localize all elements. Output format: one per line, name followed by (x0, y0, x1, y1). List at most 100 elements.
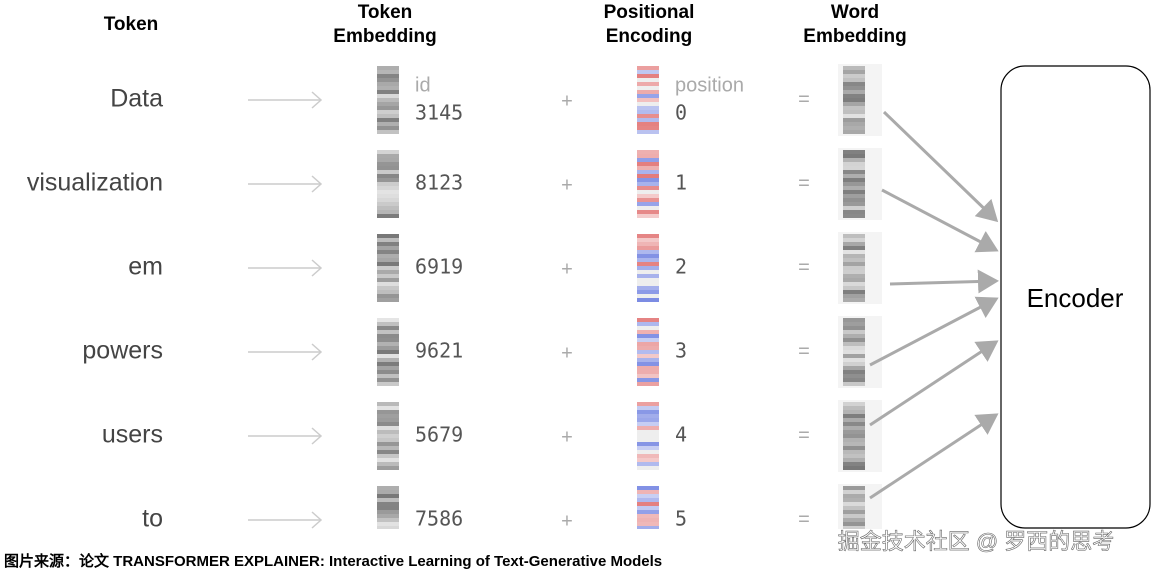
arrow (881, 188, 999, 253)
stripe (377, 298, 399, 302)
stripe (843, 74, 865, 78)
stripe (377, 198, 399, 202)
stripe (843, 494, 865, 498)
stripe (377, 154, 399, 158)
stripe (843, 82, 865, 86)
stripe (843, 126, 865, 130)
stripe (637, 446, 659, 450)
stripe (637, 362, 659, 366)
stripe (843, 114, 865, 118)
stripe (843, 486, 865, 490)
stripe (843, 278, 865, 282)
stripe (377, 86, 399, 90)
stripe (377, 210, 399, 214)
stripe (843, 246, 865, 250)
equals: = (798, 172, 810, 194)
embedding-strip (377, 150, 399, 218)
stripe (637, 266, 659, 270)
stripe (843, 430, 865, 434)
stripe (843, 374, 865, 378)
stripe (637, 274, 659, 278)
stripe (637, 198, 659, 202)
stripe (637, 330, 659, 334)
rows: Data 3145 +0 = id position visualization 8123 +1… (27, 64, 882, 550)
stripe (843, 262, 865, 266)
header: Token (358, 2, 413, 23)
stripe (637, 258, 659, 262)
stripe (377, 122, 399, 126)
token-id: 6919 (415, 255, 463, 279)
stripe (377, 458, 399, 462)
stripe (637, 494, 659, 498)
stripe (843, 330, 865, 334)
stripe (377, 102, 399, 106)
stripe (377, 494, 399, 498)
stripe (377, 98, 399, 102)
stripe (637, 86, 659, 90)
stripe (843, 178, 865, 182)
stripe (637, 166, 659, 170)
arrow (869, 413, 999, 500)
stripe (377, 282, 399, 286)
arrow-head (311, 343, 323, 361)
stripe (843, 258, 865, 262)
stripe (637, 454, 659, 458)
stripe (637, 262, 659, 266)
equals: = (798, 256, 810, 278)
stripe (377, 506, 399, 510)
stripe (843, 198, 865, 202)
encoder-label: Encoder (1027, 283, 1124, 313)
stripe (377, 402, 399, 406)
stripe (377, 170, 399, 174)
stripe (637, 402, 659, 406)
token: to (142, 505, 163, 533)
stripe (637, 126, 659, 130)
stripe (843, 518, 865, 522)
stripe (377, 266, 399, 270)
stripe (637, 82, 659, 86)
stripe (843, 78, 865, 82)
stripe (843, 150, 865, 154)
stripe (637, 342, 659, 346)
stripe (843, 210, 865, 214)
embedding-strip (843, 318, 865, 386)
equals: = (798, 88, 810, 110)
stripe (377, 114, 399, 118)
stripe (377, 410, 399, 414)
stripe (637, 438, 659, 442)
stripe (843, 102, 865, 106)
stripe (843, 110, 865, 114)
stripe (843, 206, 865, 210)
stripe (637, 546, 659, 550)
stripe (637, 70, 659, 74)
stripe (377, 534, 399, 538)
stripe (843, 502, 865, 506)
stripe (637, 458, 659, 462)
stripe (843, 514, 865, 518)
embedding-strip (637, 150, 659, 218)
stripe (377, 78, 399, 82)
stripe (637, 206, 659, 210)
arrow-head (311, 511, 323, 529)
stripe (377, 274, 399, 278)
stripe (377, 342, 399, 346)
stripe (637, 422, 659, 426)
stripe (377, 346, 399, 350)
stripe (377, 110, 399, 114)
stripe (843, 418, 865, 422)
stripe (377, 462, 399, 466)
stripe (637, 98, 659, 102)
stripe (377, 522, 399, 526)
stripe (637, 418, 659, 422)
stripe (637, 526, 659, 529)
stripe (377, 158, 399, 162)
stripe (843, 162, 865, 166)
stripe (377, 182, 399, 186)
stripe (637, 434, 659, 438)
stripe (377, 374, 399, 378)
stripe (377, 530, 399, 534)
stripe (637, 214, 659, 218)
stripe (843, 378, 865, 382)
encoder-arrows (869, 110, 999, 500)
stripe (377, 90, 399, 94)
